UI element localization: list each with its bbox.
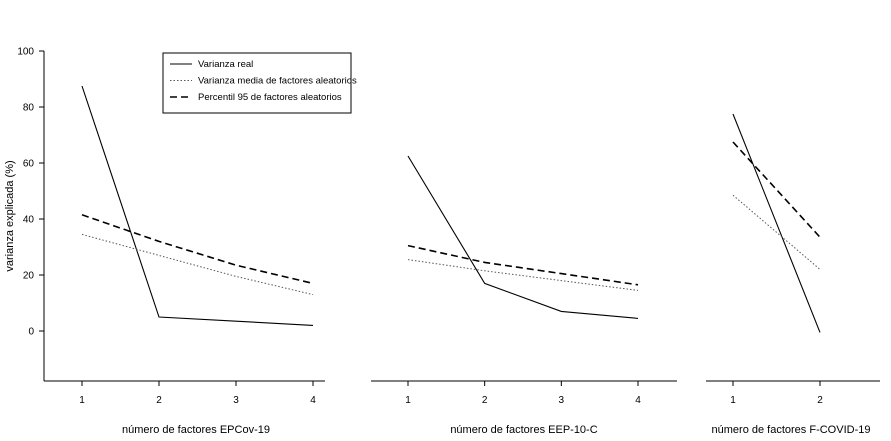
series-line-real	[81, 85, 314, 326]
y-tick-label: 20	[23, 271, 35, 282]
series-line-media	[407, 259, 639, 291]
y-tick-label: 0	[28, 327, 34, 338]
x-tick-label: 4	[310, 395, 316, 406]
x-tick-label: 2	[482, 395, 488, 406]
series-line-real	[407, 155, 639, 319]
x-tick-label: 1	[730, 395, 736, 406]
x-tick-label: 4	[635, 395, 641, 406]
y-tick-label: 100	[17, 47, 34, 58]
x-tick-label: 1	[405, 395, 411, 406]
x-tick-label: 2	[817, 395, 823, 406]
y-tick-label: 40	[23, 215, 35, 226]
x-tick-label: 2	[156, 395, 162, 406]
series-line-media	[732, 194, 821, 270]
x-tick-label: 3	[233, 395, 239, 406]
x-tick-label: 3	[559, 395, 565, 406]
series-line-real	[732, 113, 821, 333]
legend-label-media: Varianza media de factores aleatorios	[198, 76, 357, 87]
series-line-p95	[407, 244, 639, 286]
series-line-p95	[81, 214, 314, 285]
y-axis-label: varianza explicada (%)	[4, 160, 16, 271]
legend: Varianza real Varianza media de factores …	[162, 52, 357, 114]
legend-label-real: Varianza real	[198, 59, 253, 70]
panel-2: 1 2 3 4 número de factores EEP-10-C	[371, 155, 677, 436]
series-line-media	[81, 233, 314, 296]
panel-3: 1 2 número de factores F-COVID-19	[706, 113, 880, 436]
y-tick-label: 60	[23, 159, 35, 170]
x-tick-label: 1	[79, 395, 85, 406]
legend-box	[162, 52, 352, 114]
panel-1: 1 2 3 4 número de factores EPCov-19	[44, 85, 325, 436]
x-axis-label: número de factores EPCov-19	[122, 424, 270, 436]
y-axis-ticks: 0 20 40 60 80 100	[17, 47, 44, 338]
chart-panels: 1 2 3 4 número de factores EPCov-19 1 2 3 4 númer…	[44, 85, 880, 436]
legend-label-p95: Percentil 95 de factores aleatorios	[198, 92, 342, 103]
x-axis-label: número de factores F-COVID-19	[712, 424, 871, 436]
y-tick-label: 80	[23, 103, 35, 114]
x-axis-label: número de factores EEP-10-C	[450, 424, 597, 436]
